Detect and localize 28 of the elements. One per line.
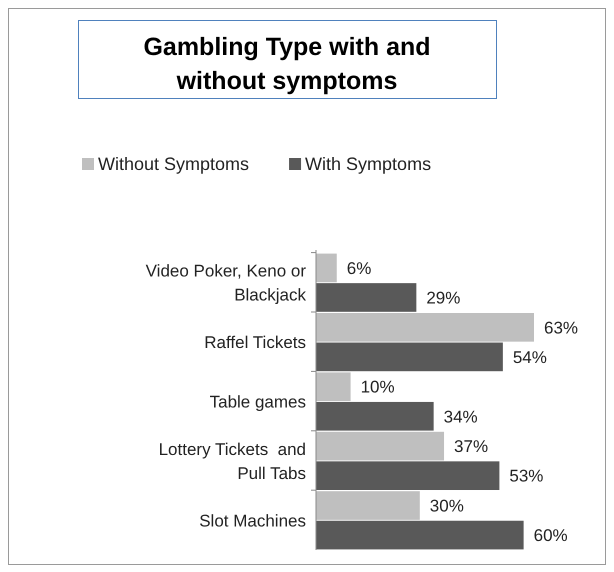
data-label: 29% [426, 288, 460, 308]
data-label: 34% [444, 407, 478, 426]
chart-title: Gambling Type with and without symptoms [143, 33, 431, 95]
legend-label: With Symptoms [305, 154, 432, 174]
bar [316, 312, 534, 342]
y-tick-label: Lottery Tickets and Pull Tabs [158, 440, 306, 483]
y-tick-label: Slot Machines [199, 511, 306, 530]
data-label: 53% [509, 466, 544, 486]
bar [316, 342, 503, 372]
bar [316, 254, 337, 282]
y-tick-label: Raffel Tickets [204, 333, 306, 352]
bar [316, 520, 524, 550]
data-label: 30% [430, 496, 464, 516]
data-label: 54% [512, 348, 547, 367]
bar [316, 432, 444, 460]
bar [316, 491, 420, 520]
data-label: 63% [544, 318, 578, 338]
data-label: 10% [360, 378, 395, 397]
data-label: 60% [534, 526, 568, 546]
bar [316, 372, 351, 402]
bar [316, 402, 434, 431]
bar [316, 283, 416, 312]
bar [316, 461, 500, 490]
data-label: 37% [454, 437, 488, 456]
data-label: 6% [346, 258, 372, 278]
y-tick-label: Table games [210, 392, 306, 412]
legend-label: Without Symptoms [98, 154, 250, 174]
y-tick-label: Video Poker, Keno or Blackjack [146, 262, 306, 305]
